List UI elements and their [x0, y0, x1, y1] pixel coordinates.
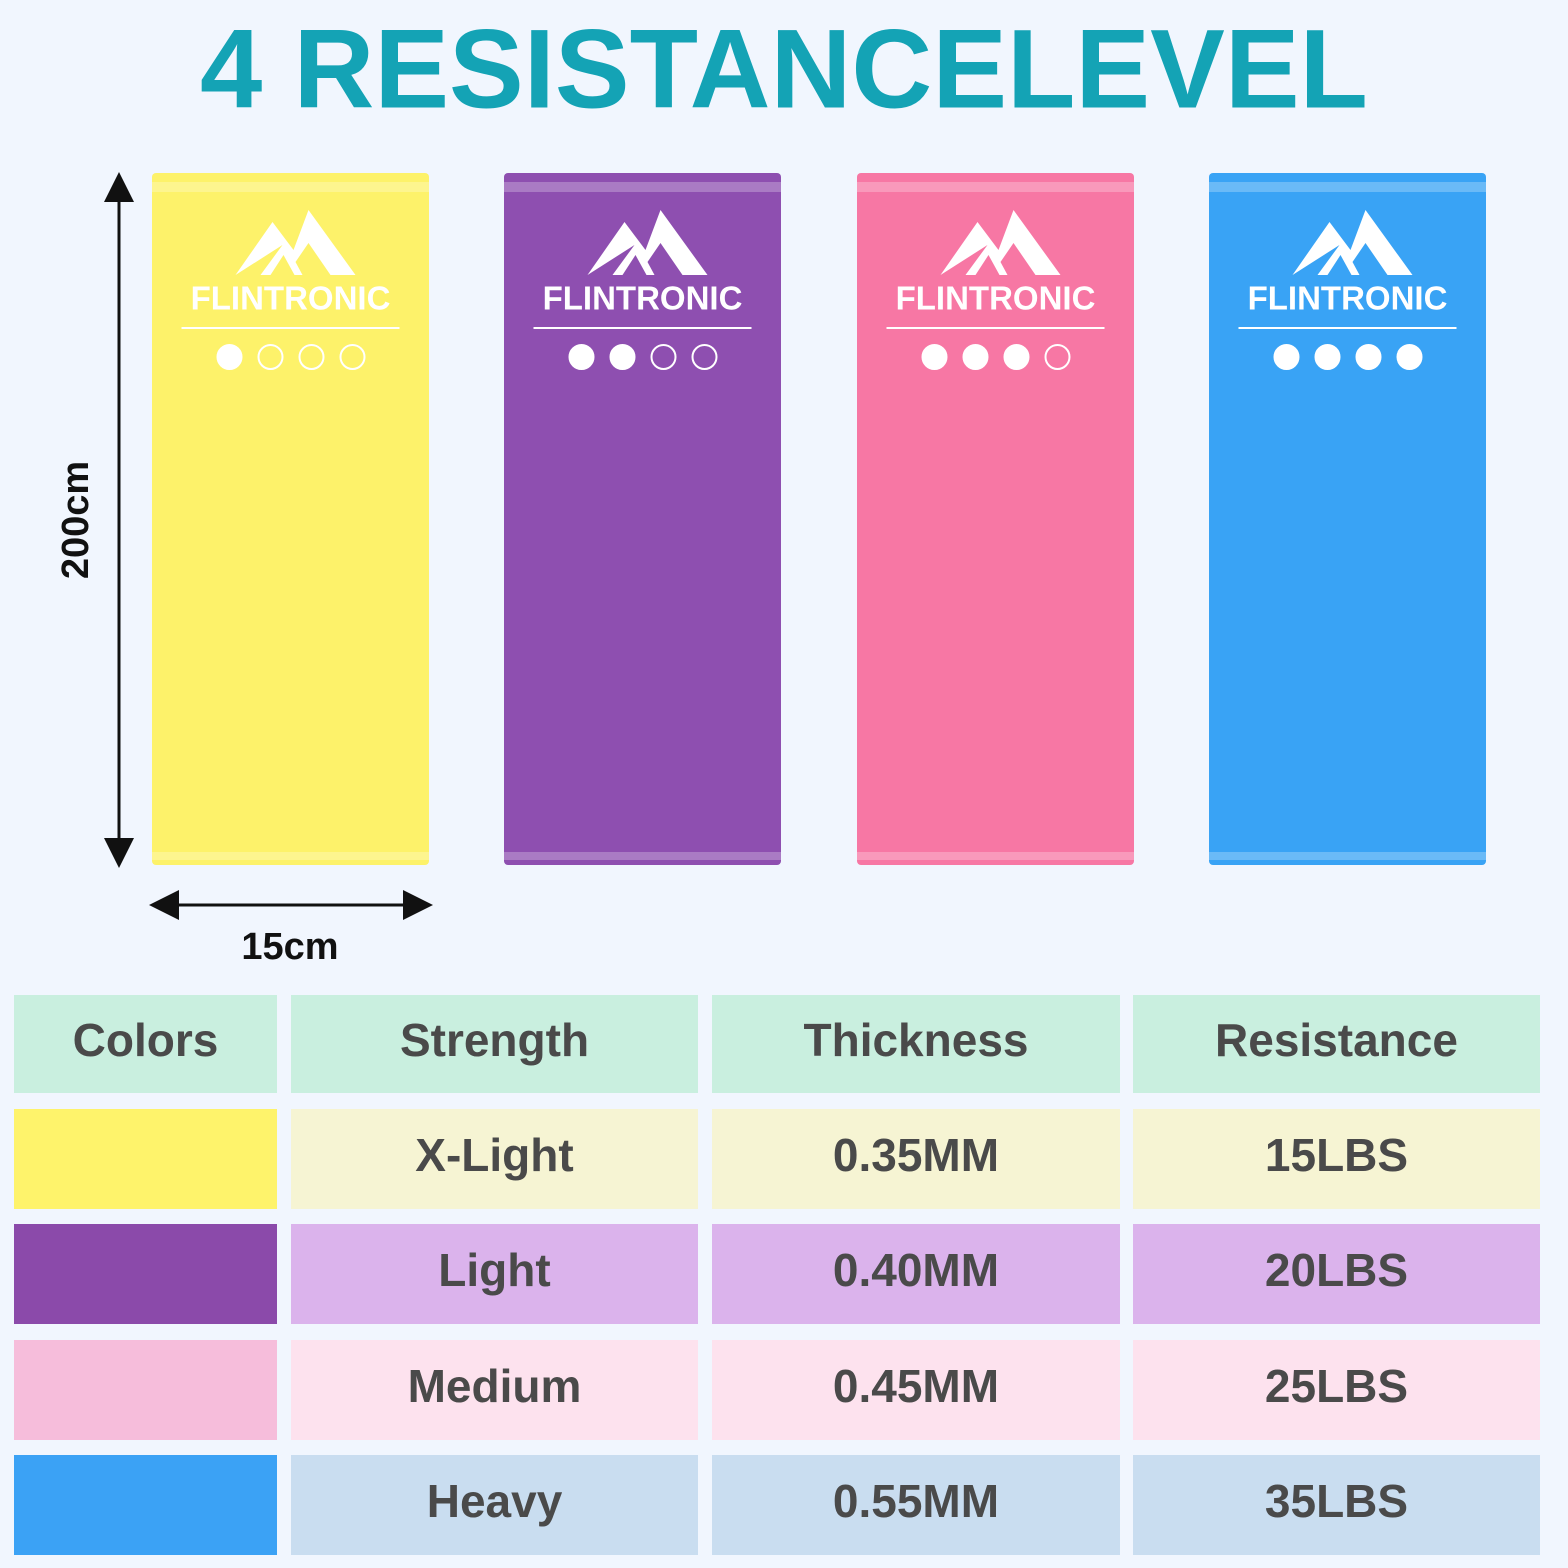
- table-cell: [1133, 1455, 1540, 1555]
- cell-text: Heavy: [427, 1475, 563, 1527]
- table-cell: [291, 1109, 698, 1209]
- title: 4 RESISTANCELEVEL: [200, 7, 1368, 132]
- level-dot: [1044, 344, 1071, 370]
- cell-text: 0.55MM: [833, 1475, 999, 1527]
- column-header: Strength: [400, 1014, 589, 1066]
- level-dot: [1273, 344, 1300, 370]
- cell-text: 20LBS: [1265, 1244, 1408, 1296]
- cell-text: 0.35MM: [833, 1129, 999, 1181]
- band-edge: [504, 852, 781, 860]
- height-label: 200cm: [55, 461, 97, 579]
- table-cell: [1133, 1109, 1540, 1209]
- table-cell: [712, 1224, 1120, 1324]
- width-label: 15cm: [241, 926, 338, 968]
- cell-text: Light: [438, 1244, 550, 1296]
- table-cell: [1133, 1224, 1540, 1324]
- band: [1209, 173, 1486, 865]
- level-dot: [691, 344, 718, 370]
- table-cell: [291, 1340, 698, 1440]
- cell-text: Medium: [408, 1360, 582, 1412]
- level-dot: [650, 344, 677, 370]
- level-dot: [962, 344, 989, 370]
- level-dot: [568, 344, 595, 370]
- logo: [1292, 210, 1413, 275]
- band-edge: [152, 852, 429, 860]
- level-dot: [1003, 344, 1030, 370]
- level-dot: [257, 344, 284, 370]
- brand: FLINTRONIC: [543, 280, 743, 317]
- band: [152, 173, 429, 865]
- band-edge: [504, 182, 781, 192]
- brand: FLINTRONIC: [191, 280, 391, 317]
- cell-text: 0.45MM: [833, 1360, 999, 1412]
- level-dot: [216, 344, 243, 370]
- logo-mark: [622, 255, 647, 275]
- level-dots: [216, 344, 366, 370]
- level-dots: [921, 344, 1071, 370]
- header-cell: [712, 995, 1120, 1093]
- logo-mark: [975, 255, 1000, 275]
- level-dots: [1273, 344, 1423, 370]
- table-cell: [291, 1224, 698, 1324]
- table-cell: [712, 1109, 1120, 1209]
- table-cell: [712, 1455, 1120, 1555]
- table-cell: [291, 1455, 698, 1555]
- column-header: Colors: [73, 1014, 219, 1066]
- level-dots: [568, 344, 718, 370]
- band: [504, 173, 781, 865]
- band-edge: [857, 852, 1134, 860]
- level-dot: [1314, 344, 1341, 370]
- color-swatch: [14, 1455, 277, 1555]
- logo: [587, 210, 708, 275]
- cell-text: X-Light: [415, 1129, 573, 1181]
- column-header: Thickness: [804, 1014, 1029, 1066]
- band: [857, 173, 1134, 865]
- header-cell: [14, 995, 277, 1093]
- band-edge: [152, 182, 429, 192]
- color-swatch: [14, 1109, 277, 1209]
- column-header: Resistance: [1215, 1014, 1458, 1066]
- color-swatch: [14, 1340, 277, 1440]
- level-dot: [339, 344, 366, 370]
- brand: FLINTRONIC: [896, 280, 1096, 317]
- band-edge: [857, 182, 1134, 192]
- table-cell: [1133, 1340, 1540, 1440]
- header-cell: [1133, 995, 1540, 1093]
- level-dot: [298, 344, 325, 370]
- level-dot: [609, 344, 636, 370]
- cell-text: 15LBS: [1265, 1129, 1408, 1181]
- logo-mark: [270, 255, 295, 275]
- level-dot: [1396, 344, 1423, 370]
- cell-text: 35LBS: [1265, 1475, 1408, 1527]
- level-dot: [1355, 344, 1382, 370]
- header-cell: [291, 995, 698, 1093]
- table-cell: [712, 1340, 1120, 1440]
- band-edge: [1209, 852, 1486, 860]
- logo: [235, 210, 356, 275]
- logo-mark: [1327, 255, 1352, 275]
- logo: [940, 210, 1061, 275]
- band-edge: [1209, 182, 1486, 192]
- cell-text: 25LBS: [1265, 1360, 1408, 1412]
- color-swatch: [14, 1224, 277, 1324]
- level-dot: [921, 344, 948, 370]
- brand: FLINTRONIC: [1248, 280, 1448, 317]
- cell-text: 0.40MM: [833, 1244, 999, 1296]
